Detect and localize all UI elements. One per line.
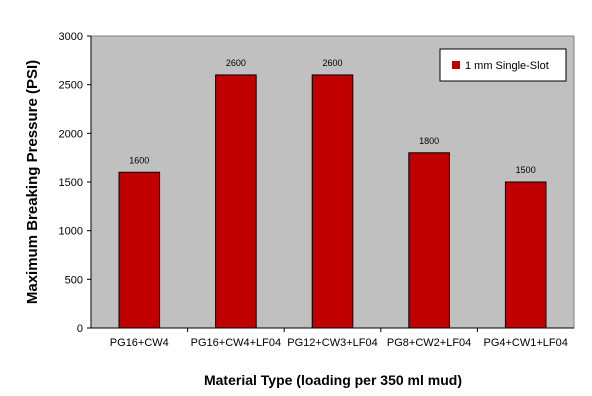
y-tick-label: 1000 xyxy=(59,226,83,238)
legend: 1 mm Single-Slot xyxy=(439,48,567,82)
bar xyxy=(504,181,547,329)
x-tick-label: PG4+CW1+LF04 xyxy=(484,337,568,349)
y-tick-label: 1500 xyxy=(59,177,83,189)
bar xyxy=(118,171,161,329)
x-tick-label: PG8+CW2+LF04 xyxy=(387,337,471,349)
data-label: 1600 xyxy=(129,155,149,165)
data-labels: 1600 2600 2600 1800 1500 xyxy=(129,58,535,175)
legend-label: 1 mm Single-Slot xyxy=(465,60,549,72)
x-tick-label: PG16+CW4+LF04 xyxy=(191,337,282,349)
data-label: 2600 xyxy=(226,58,246,68)
legend-box xyxy=(439,48,567,82)
bar xyxy=(311,74,354,329)
bars xyxy=(118,74,547,329)
bar xyxy=(408,152,450,329)
x-axis-ticks: PG16+CW4 PG16+CW4+LF04 PG12+CW3+LF04 PG8+CW… xyxy=(110,328,568,349)
y-tick-label: 2000 xyxy=(59,128,83,140)
y-tick-label: 0 xyxy=(77,323,83,335)
y-tick-label: 500 xyxy=(65,274,83,286)
legend-swatch xyxy=(452,61,460,69)
y-axis-title: Maximum Breaking Pressure (PSI) xyxy=(24,60,41,304)
data-label: 2600 xyxy=(322,58,342,68)
x-tick-label: PG16+CW4 xyxy=(110,337,169,349)
y-axis-ticks: 0 500 1000 1500 2000 2500 3000 xyxy=(59,31,91,335)
data-label: 1500 xyxy=(516,165,536,175)
data-label: 1800 xyxy=(419,136,439,146)
y-tick-label: 2500 xyxy=(59,80,83,92)
y-tick-label: 3000 xyxy=(59,31,83,43)
bar xyxy=(215,74,257,329)
x-axis-title: Material Type (loading per 350 ml mud) xyxy=(204,372,462,388)
x-tick-label: PG12+CW3+LF04 xyxy=(287,337,378,349)
